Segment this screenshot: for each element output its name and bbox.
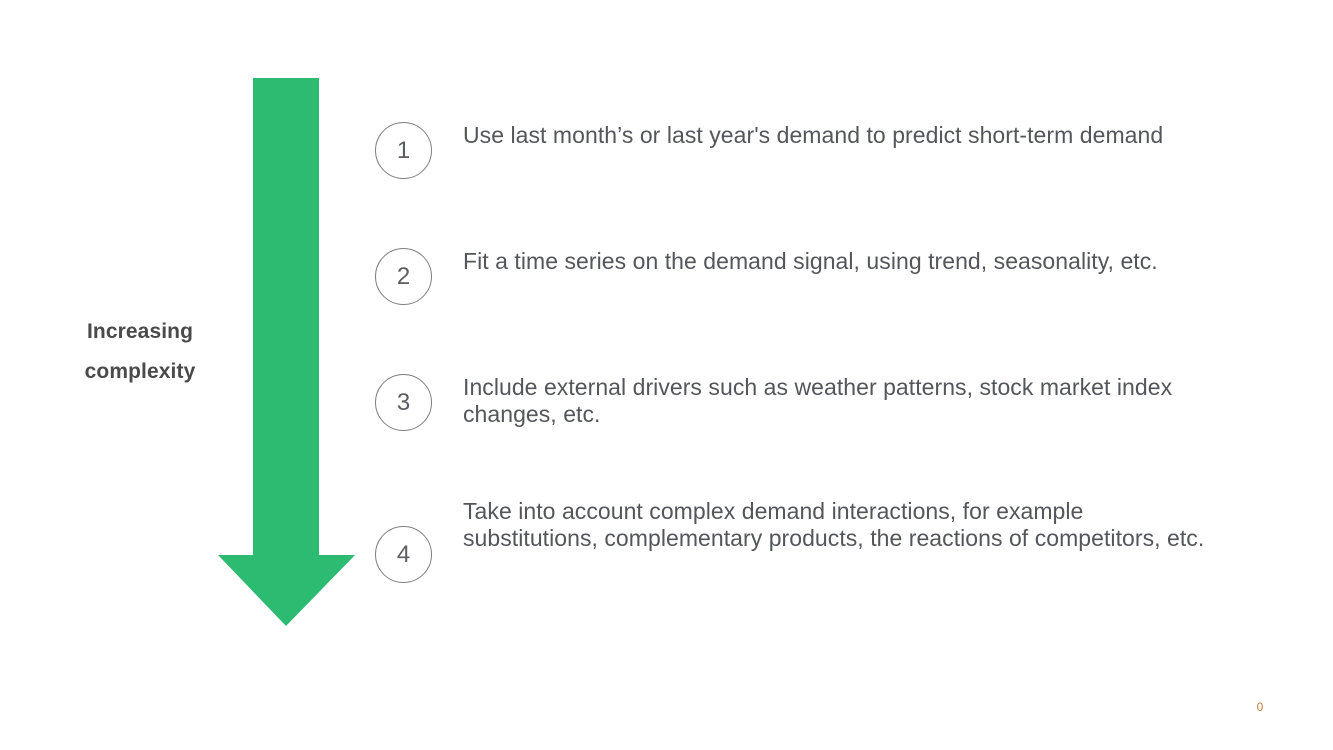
page-number: 0 [1256, 700, 1264, 714]
step-description: Use last month’s or last year's demand t… [463, 122, 1164, 148]
step-description: Take into account complex demand interac… [463, 498, 1205, 551]
steps-list: 1 Use last month’s or last year's demand… [375, 100, 1205, 600]
increasing-complexity-label: Increasing complexity [40, 312, 240, 392]
list-item: 3 Include external drivers such as weath… [375, 370, 1205, 431]
step-number-badge: 1 [375, 122, 432, 179]
step-description: Include external drivers such as weather… [463, 374, 1173, 427]
step-number-badge: 2 [375, 248, 432, 305]
list-item: 1 Use last month’s or last year's demand… [375, 118, 1205, 179]
step-description: Fit a time series on the demand signal, … [463, 248, 1158, 274]
arrow-down-icon [218, 78, 360, 626]
axis-label-line-2: complexity [84, 360, 196, 383]
list-item: 4 Take into account complex demand inter… [375, 496, 1205, 583]
list-item: 2 Fit a time series on the demand signal… [375, 244, 1205, 305]
axis-label-line-1: Increasing [86, 320, 194, 343]
step-number-badge: 3 [375, 374, 432, 431]
step-number-badge: 4 [375, 526, 432, 583]
